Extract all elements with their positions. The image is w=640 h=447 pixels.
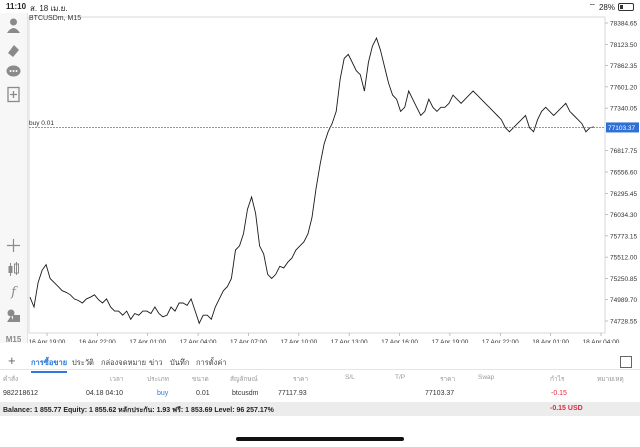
x-tick-label: 17 Apr 22:00 — [482, 339, 519, 343]
tab-history[interactable]: ประวัติ — [72, 358, 94, 367]
order-time: 04.18 04:10 — [86, 390, 123, 397]
x-tick-label: 16 Apr 22:00 — [79, 339, 116, 343]
y-tick-label: 78384.65 — [610, 21, 637, 28]
status-bar: 11:10 ส. 18 เม.ย. ⌔ 28% — [0, 0, 640, 13]
chat-icon[interactable] — [5, 63, 22, 80]
x-tick-label: 17 Apr 01:00 — [129, 339, 166, 343]
y-tick-label: 75250.85 — [610, 276, 637, 283]
col-sl: S/L — [345, 374, 355, 381]
tab-journal[interactable]: บันทึก — [170, 358, 190, 367]
y-tick-label: 75512.00 — [610, 255, 637, 262]
status-right: ⌔ 28% — [588, 2, 634, 12]
candles-icon[interactable] — [5, 261, 22, 278]
tab-settings[interactable]: การตั้งค่า — [196, 358, 227, 367]
expand-icon[interactable] — [620, 356, 632, 368]
user-icon[interactable] — [5, 17, 22, 34]
col-comment: หมายเหตุ — [597, 376, 624, 383]
battery-percent: 28% — [598, 2, 615, 12]
y-tick-label: 78123.50 — [610, 42, 637, 49]
col-current-price: ราคา — [440, 376, 456, 383]
y-tick-label: 76556.60 — [610, 170, 637, 177]
y-tick-label: 76817.75 — [610, 148, 637, 155]
y-tick-label: 76295.45 — [610, 191, 637, 198]
battery-icon — [618, 3, 634, 11]
trade-icon[interactable] — [5, 41, 22, 58]
x-tick-label: 16 Apr 19:00 — [29, 339, 66, 343]
col-type: ประเภท — [147, 376, 169, 383]
x-tick-label: 17 Apr 16:00 — [381, 339, 418, 343]
y-tick-label: 77601.20 — [610, 84, 637, 91]
col-size: ขนาด — [192, 376, 209, 383]
home-indicator — [236, 437, 404, 441]
col-order: คำสั่ง — [3, 376, 19, 383]
col-symbol: สัญลักษณ์ — [230, 376, 258, 383]
order-current-price: 77103.37 — [425, 390, 455, 397]
y-tick-label: 74728.55 — [610, 319, 637, 326]
timeframe-label[interactable]: M15 — [5, 335, 22, 344]
status-date: ส. 18 เม.ย. — [30, 4, 68, 13]
x-tick-label: 17 Apr 19:00 — [431, 339, 468, 343]
chart-toolbar: f M15 — [0, 13, 28, 344]
col-price: ราคา — [293, 376, 309, 383]
col-profit: กำไร — [550, 376, 565, 383]
price-chart[interactable]: 78384.65 78123.50 77862.35 77601.20 77340.05… — [27, 13, 640, 346]
indicators-icon[interactable]: f — [11, 285, 16, 300]
col-time: เวลา — [110, 376, 124, 383]
order-symbol: btcusdm — [232, 390, 259, 397]
y-tick-label: 74989.70 — [610, 297, 637, 304]
total-profit: -0.15 USD — [550, 405, 583, 412]
status-time: 11:10 — [6, 2, 27, 11]
order-open-price: 77117.93 — [278, 390, 307, 397]
x-tick-label: 17 Apr 13:00 — [331, 339, 368, 343]
tab-news[interactable]: ข่าว — [149, 358, 163, 367]
crosshair-icon[interactable] — [5, 237, 22, 254]
col-tp: T/P — [395, 374, 406, 381]
toolbox-tabs: + การซื้อขาย ประวัติ กล่องจดหมาย ข่าว บั… — [0, 353, 640, 373]
y-tick-label: 77862.35 — [610, 63, 637, 70]
order-type: buy — [157, 390, 169, 397]
wifi-icon: ⌔ — [588, 2, 596, 11]
current-price-box — [606, 122, 639, 133]
add-icon[interactable]: + — [8, 353, 16, 368]
chart-symbol: BTCUSDm, M15 — [29, 15, 82, 22]
x-tick-label: 17 Apr 04:00 — [180, 339, 217, 343]
y-tick-label: 75773.15 — [610, 233, 637, 240]
x-tick-label: 17 Apr 10:00 — [280, 339, 317, 343]
y-tick-label: 77340.05 — [610, 106, 637, 113]
new-order-icon[interactable] — [5, 86, 22, 103]
x-tick-label: 18 Apr 01:00 — [532, 339, 569, 343]
current-price-label: 77103.37 — [608, 125, 635, 132]
x-tick-label: 18 Apr 04:00 — [583, 339, 620, 343]
plot-frame — [28, 16, 606, 334]
tab-mailbox[interactable]: กล่องจดหมาย — [101, 358, 147, 367]
balance-text: Balance: 1 855.77 Equity: 1 855.62 หลักป… — [3, 407, 274, 414]
tab-trade[interactable]: การซื้อขาย — [31, 358, 68, 373]
chart-svg: 78384.65 78123.50 77862.35 77601.20 77340.05… — [28, 16, 639, 346]
order-size: 0.01 — [196, 390, 210, 397]
objects-icon[interactable] — [5, 307, 22, 324]
col-swap: Swap — [478, 374, 495, 381]
x-tick-label: 17 Apr 07:00 — [230, 339, 267, 343]
order-id: 982218612 — [3, 390, 39, 397]
y-tick-label: 76034.30 — [610, 212, 637, 219]
price-line — [29, 36, 595, 325]
balance-bar: Balance: 1 855.77 Equity: 1 855.62 หลักป… — [0, 402, 640, 416]
order-profit: -0.15 — [551, 390, 567, 397]
buy-position-label: buy 0.01 — [29, 120, 54, 127]
